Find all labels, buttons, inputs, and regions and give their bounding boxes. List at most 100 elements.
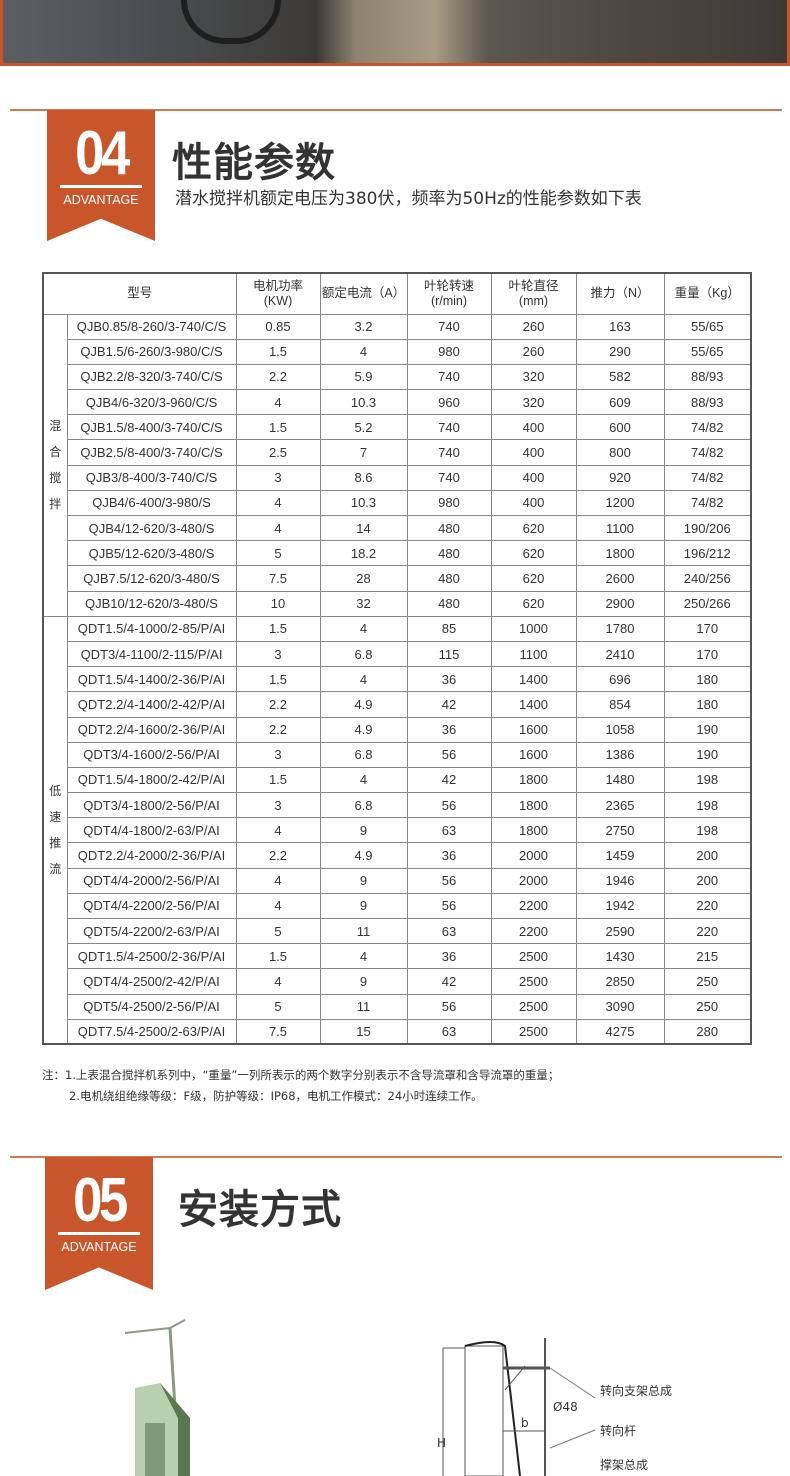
- cable-coil: [181, 0, 281, 44]
- value-cell: 63: [406, 917, 492, 945]
- value-cell: 74/82: [663, 439, 752, 466]
- section-tag: ADVANTAGE: [61, 1240, 137, 1254]
- value-cell: 620: [490, 565, 577, 592]
- section-divider: [10, 1156, 782, 1158]
- value-cell: 400: [490, 489, 577, 517]
- value-cell: 2.2: [235, 716, 321, 743]
- value-cell: 1.5: [235, 943, 321, 970]
- value-cell: 85: [406, 615, 492, 642]
- value-cell: 4: [319, 338, 408, 365]
- model-cell: QDT1.5/4-1800/2-42/P/AI: [66, 766, 237, 794]
- value-cell: 3090: [575, 993, 665, 1020]
- value-cell: 4: [235, 867, 321, 894]
- value-cell: 582: [575, 363, 665, 391]
- table-row: QJB4/6-400/3-980/S 4 10.3 980 400 1200 74/82: [43, 489, 752, 517]
- value-cell: 2500: [490, 943, 577, 970]
- value-cell: 1780: [575, 615, 665, 642]
- value-cell: 260: [490, 313, 577, 340]
- table-row: QDT1.5/4-1800/2-42/P/AI 1.5 4 42 1800 1480 198: [43, 766, 752, 794]
- table-row: QJB4/6-320/3-960/C/S 4 10.3 960 320 609 88/93: [43, 389, 752, 416]
- value-cell: 196/212: [663, 540, 752, 567]
- table-row: QJB10/12-620/3-480/S 10 32 480 620 2900 250/26…: [43, 590, 752, 617]
- value-cell: 1386: [575, 741, 665, 768]
- value-cell: 480: [406, 540, 492, 567]
- value-cell: 3: [235, 792, 321, 819]
- table-row: QDT1.5/4-1400/2-36/P/AI 1.5 4 36 1400 696 180: [43, 666, 752, 693]
- value-cell: 56: [406, 867, 492, 894]
- section-number: 04: [75, 119, 130, 188]
- value-cell: 3.2: [319, 313, 408, 340]
- column-header: 推力（N）: [575, 272, 665, 315]
- value-cell: 1459: [575, 842, 665, 869]
- value-cell: 400: [490, 464, 577, 491]
- model-cell: QJB2.5/8-400/3-740/C/S: [66, 439, 237, 466]
- value-cell: 1430: [575, 943, 665, 970]
- value-cell: 115: [406, 640, 492, 668]
- value-cell: 190: [663, 716, 752, 743]
- value-cell: 3: [235, 640, 321, 668]
- value-cell: 620: [490, 540, 577, 567]
- model-cell: QDT4/4-2000/2-56/P/AI: [66, 867, 237, 894]
- table-row: QJB4/12-620/3-480/S 4 14 480 620 1100 190/206: [43, 514, 752, 542]
- value-cell: 4: [319, 766, 408, 794]
- value-cell: 1100: [575, 514, 665, 542]
- value-cell: 4: [319, 666, 408, 693]
- value-cell: 198: [663, 792, 752, 819]
- group-label: 低 速 推 流: [42, 615, 68, 1045]
- value-cell: 2.2: [235, 363, 321, 391]
- value-cell: 190: [663, 741, 752, 768]
- model-cell: QDT3/4-1600/2-56/P/AI: [66, 741, 237, 768]
- table-row: QJB2.2/8-320/3-740/C/S 2.2 5.9 740 320 582 88/…: [43, 363, 752, 391]
- section-title: 安装方式: [178, 1187, 342, 1233]
- value-cell: 170: [663, 615, 752, 642]
- value-cell: 1600: [490, 716, 577, 743]
- value-cell: 36: [406, 716, 492, 743]
- table-row: QDT4/4-2000/2-56/P/AI 4 9 56 2000 1946 200: [43, 867, 752, 894]
- performance-table: 型号 电机功率 (KW) 额定电流（A） 叶轮转速 (r/min) 叶轮直径 (mm) 推…: [42, 272, 752, 1046]
- model-cell: QJB7.5/12-620/3-480/S: [66, 565, 237, 592]
- value-cell: 6.8: [319, 741, 408, 768]
- value-cell: 180: [663, 691, 752, 718]
- value-cell: 800: [575, 439, 665, 466]
- column-header: 型号: [42, 272, 237, 315]
- value-cell: 10.3: [319, 389, 408, 416]
- value-cell: 4.9: [319, 691, 408, 718]
- model-cell: QJB10/12-620/3-480/S: [66, 590, 237, 617]
- value-cell: 4275: [575, 1018, 665, 1045]
- note-1: 注：1.上表混合搅拌机系列中，“重量”一列所表示的两个数字分别表示不含导流罩和含…: [42, 1068, 560, 1082]
- value-cell: 190/206: [663, 514, 752, 542]
- value-cell: 9: [319, 867, 408, 894]
- value-cell: 1200: [575, 489, 665, 517]
- value-cell: 200: [663, 842, 752, 869]
- table-row: QDT4/4-2500/2-42/P/AI 4 9 42 2500 2850 250: [43, 968, 752, 995]
- value-cell: 1.5: [235, 766, 321, 794]
- model-cell: QJB4/6-320/3-960/C/S: [66, 389, 237, 416]
- model-cell: QDT4/4-2200/2-56/P/AI: [66, 892, 237, 920]
- value-cell: 609: [575, 389, 665, 416]
- value-cell: 320: [490, 389, 577, 416]
- value-cell: 9: [319, 892, 408, 920]
- value-cell: 4: [235, 892, 321, 920]
- value-cell: 2500: [490, 993, 577, 1020]
- value-cell: 56: [406, 892, 492, 920]
- section-divider: [10, 109, 782, 111]
- table-row: 低 速 推 流 QDT1.5/4-1000/2-85/P/AI 1.5 4 85 1000…: [42, 615, 752, 1045]
- value-cell: 5: [235, 917, 321, 945]
- value-cell: 480: [406, 514, 492, 542]
- label-diameter: Ø48: [553, 1400, 578, 1414]
- badge-underline: [60, 185, 142, 188]
- value-cell: 1800: [490, 766, 577, 794]
- value-cell: 42: [406, 766, 492, 794]
- table-row: QDT2.2/4-1400/2-42/P/AI 2.2 4.9 42 1400 854 18…: [43, 691, 752, 718]
- value-cell: 42: [406, 691, 492, 718]
- model-cell: QDT2.2/4-1600/2-36/P/AI: [66, 716, 237, 743]
- value-cell: 11: [319, 917, 408, 945]
- value-cell: 4: [235, 514, 321, 542]
- table-row: QDT2.2/4-1600/2-36/P/AI 2.2 4.9 36 1600 1058 1…: [43, 716, 752, 743]
- model-cell: QJB0.85/8-260/3-740/C/S: [66, 313, 237, 340]
- model-cell: QDT1.5/4-2500/2-36/P/AI: [66, 943, 237, 970]
- value-cell: 960: [406, 389, 492, 416]
- value-cell: 63: [406, 1018, 492, 1045]
- value-cell: 740: [406, 439, 492, 466]
- value-cell: 6.8: [319, 640, 408, 668]
